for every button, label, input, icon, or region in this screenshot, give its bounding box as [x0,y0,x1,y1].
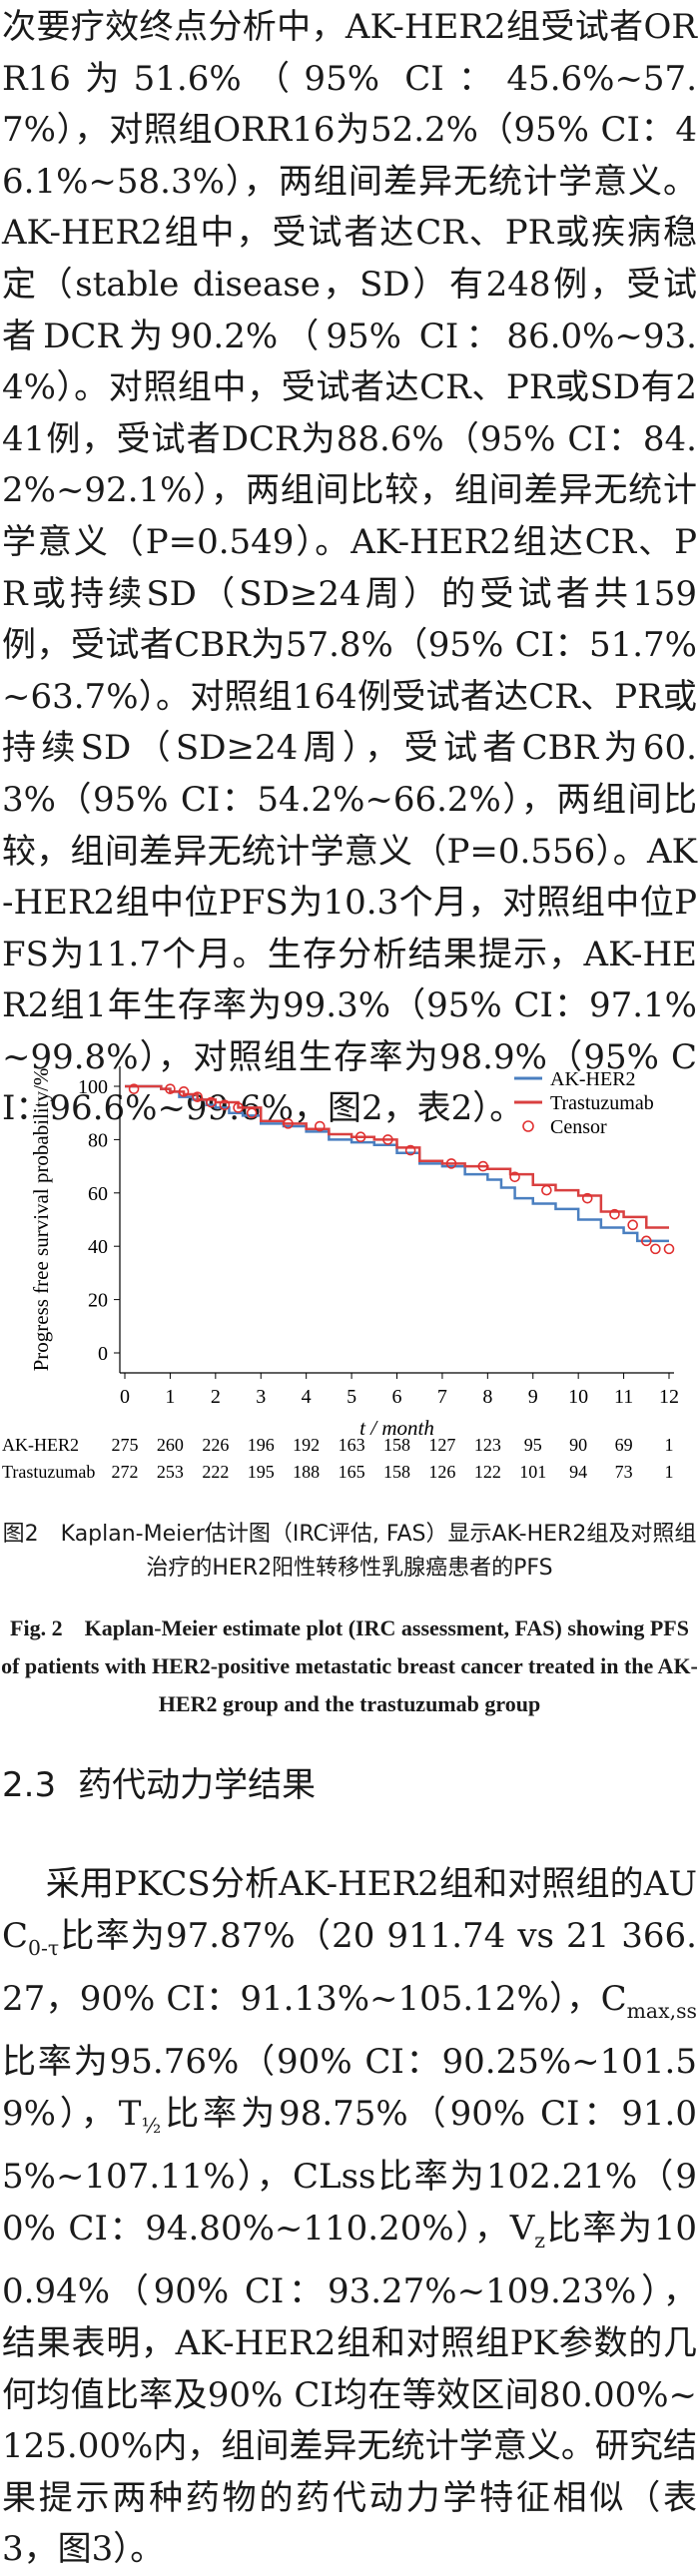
x-tick-label: 12 [659,1386,679,1408]
p2-text-5: 比率为100.94%（90% CI：93.27%~109.23%），结果表明，A… [2,2208,697,2570]
p2-sub-4: z [534,2228,545,2253]
risk-value-ak-her2: 275 [112,1435,139,1455]
censor-mark [640,1235,652,1247]
censor-mark [128,1083,140,1094]
risk-value-ak-her2: 163 [339,1435,365,1455]
y-tick-label: 0 [98,1343,108,1365]
x-tick-label: 8 [482,1386,492,1408]
censor-mark [354,1131,366,1143]
x-tick-label: 7 [437,1386,447,1408]
risk-value-trastuzumab: 122 [474,1462,501,1482]
risk-value-ak-her2: 260 [157,1435,184,1455]
y-axis-label: Progress free survival probability/% [29,1068,53,1372]
risk-value-ak-her2: 1 [665,1435,674,1455]
risk-value-ak-her2: 158 [383,1435,410,1455]
section-number: 2.3 [2,1765,57,1805]
risk-label-ak-her2: AK-HER2 [2,1435,79,1455]
p2-text-4: 比率为98.75%（90% CI：91.05%~107.11%），CLss比率为… [2,2093,697,2249]
x-tick-label: 4 [302,1386,312,1408]
x-tick-label: 11 [614,1386,633,1408]
risk-value-trastuzumab: 188 [293,1462,320,1482]
risk-value-trastuzumab: 1 [665,1462,674,1482]
risk-value-trastuzumab: 126 [428,1462,455,1482]
p2-text-1: 采用PKCS分析AK-HER2组和对照组的AUC [2,1864,697,1956]
risk-value-ak-her2: 226 [202,1435,229,1455]
risk-value-trastuzumab: 165 [339,1462,365,1482]
km-chart: 0 20 40 60 80 100 0 1 2 3 4 5 6 7 8 9 10 11 12 Progress fre… [0,1038,699,1498]
section-title: 药代动力学结果 [78,1765,317,1805]
risk-value-trastuzumab: 222 [202,1462,229,1482]
risk-label-trastuzumab: Trastuzumab [2,1462,95,1482]
risk-value-ak-her2: 69 [615,1435,633,1455]
legend-label-ak-her2: AK-HER2 [550,1068,636,1090]
caption-chinese: 图2 Kaplan-Meier估计图（IRC评估, FAS）显示AK-HER2组… [2,1522,697,1581]
censor-mark [650,1243,661,1255]
p2-sub-3: ½ [141,2113,162,2138]
censor-mark [382,1134,393,1145]
risk-value-trastuzumab: 73 [615,1462,633,1482]
caption-english: Fig. 2 Kaplan-Meier estimate plot (IRC a… [1,1615,698,1716]
p2-text-2: 比率为97.87%（20 911.74 vs 21 366.27，90% CI：… [2,1915,697,2019]
paragraph-1: 次要疗效终点分析中，AK-HER2组受试者ORR16为51.6%（95% CI：… [2,7,697,1129]
censor-mark [581,1192,593,1204]
risk-value-trastuzumab: 158 [383,1462,410,1482]
risk-value-trastuzumab: 101 [519,1462,546,1482]
legend-label-censor: Censor [550,1116,607,1138]
p2-text-3: 比率为95.76%（90% CI：90.25%~101.59%），T [2,2042,697,2134]
x-tick-label: 2 [211,1386,221,1408]
censor-mark [314,1120,326,1132]
p2-sub-2: max,ss [626,1998,697,2023]
p2-sub-1: 0-τ [28,1935,60,1960]
risk-value-trastuzumab: 94 [569,1462,587,1482]
x-tick-label: 6 [392,1386,402,1408]
section-heading: 2.3 药代动力学结果 [2,1757,338,1806]
censor-mark [165,1083,176,1094]
censor-mark [541,1184,552,1196]
x-tick-label: 3 [256,1386,266,1408]
x-tick-label: 9 [528,1386,538,1408]
censor-mark [178,1086,190,1097]
censor-mark [663,1243,675,1255]
x-tick-label: 0 [120,1386,130,1408]
y-tick-label: 60 [88,1183,108,1205]
censor-mark [233,1102,244,1113]
legend-swatch-censor [522,1120,534,1132]
x-tick-label: 5 [347,1386,356,1408]
risk-value-ak-her2: 127 [428,1435,455,1455]
x-tick-label: 10 [568,1386,588,1408]
censor-mark [246,1107,258,1118]
risk-value-trastuzumab: 195 [248,1462,275,1482]
risk-value-trastuzumab: 272 [112,1462,139,1482]
censor-mark [219,1099,231,1110]
y-tick-label: 20 [88,1290,108,1312]
censor-mark [283,1118,294,1129]
legend-label-trastuzumab: Trastuzumab [550,1092,654,1114]
risk-value-ak-her2: 95 [524,1435,542,1455]
risk-value-ak-her2: 192 [293,1435,320,1455]
y-tick-label: 80 [88,1129,108,1151]
censor-mark [477,1160,489,1172]
censor-mark [404,1144,416,1156]
censor-mark [509,1171,520,1183]
y-tick-label: 100 [78,1076,108,1098]
risk-value-ak-her2: 123 [474,1435,501,1455]
risk-value-ak-her2: 90 [569,1435,587,1455]
censor-mark [192,1091,203,1102]
risk-value-ak-her2: 196 [248,1435,275,1455]
censor-mark [609,1208,620,1220]
risk-value-trastuzumab: 253 [157,1462,184,1482]
paragraph-2: 采用PKCS分析AK-HER2组和对照组的AUC0-τ比率为97.87%（20 … [2,1859,697,2576]
x-axis-label: t / month [359,1416,434,1440]
censor-mark [205,1096,217,1108]
y-tick-label: 40 [88,1236,108,1258]
x-tick-label: 1 [165,1386,175,1408]
censor-mark [445,1158,457,1169]
censor-mark [627,1219,638,1231]
